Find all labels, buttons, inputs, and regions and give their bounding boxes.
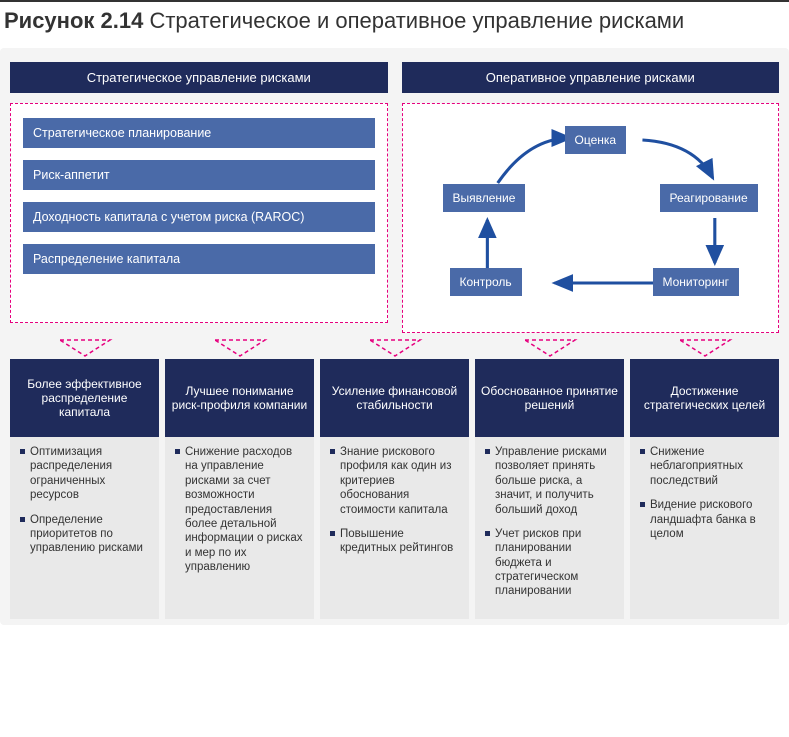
figure-number: Рисунок 2.14 <box>4 8 143 33</box>
figure-title: Рисунок 2.14 Стратегическое и оперативно… <box>0 8 789 34</box>
outcome-body: Оптимизация распределения ограниченных р… <box>10 437 159 619</box>
figure-container: Рисунок 2.14 Стратегическое и оперативно… <box>0 0 789 625</box>
outcome-body: Знание рискового профиля как один из кри… <box>320 437 469 619</box>
cycle-node-control: Контроль <box>450 268 522 296</box>
outcome-column: Достижение стратегических целей Снижение… <box>630 359 779 619</box>
outcome-bullet: Знание рискового профиля как один из кри… <box>330 445 461 517</box>
outcome-bullet: Снижение расходов на управление рисками … <box>175 445 306 574</box>
outcomes-row: Более эффективное распределение капитала… <box>10 359 779 619</box>
strategic-header: Стратегическое управление рисками <box>10 62 388 93</box>
connector-row <box>10 337 779 359</box>
outcome-body: Снижение расходов на управление рисками … <box>165 437 314 619</box>
connector-triangle <box>10 337 159 359</box>
strategic-bar: Доходность капитала с учетом риска (RARO… <box>23 202 375 232</box>
connector-triangle <box>165 337 314 359</box>
triangle-icon <box>365 337 425 359</box>
triangle-icon <box>210 337 270 359</box>
operational-header: Оперативное управление рисками <box>402 62 780 93</box>
top-row: Стратегическое управление рисками Страте… <box>10 62 779 333</box>
outcome-header: Достижение стратегических целей <box>630 359 779 437</box>
outcome-header: Более эффективное распределение капитала <box>10 359 159 437</box>
strategic-pink-box: Стратегическое планирование Риск-аппетит… <box>10 103 388 323</box>
outcome-bullet: Учет рисков при планировании бюджета и с… <box>485 527 616 599</box>
strategic-bar: Риск-аппетит <box>23 160 375 190</box>
connector-triangle <box>320 337 469 359</box>
outcome-bullet: Снижение неблагоприятных последствий <box>640 445 771 488</box>
outcome-column: Лучшее понимание риск-профиля компании С… <box>165 359 314 619</box>
operational-block: Оперативное управление рисками <box>402 62 780 333</box>
strategic-bar: Стратегическое планирование <box>23 118 375 148</box>
strategic-bar: Распределение капитала <box>23 244 375 274</box>
triangle-icon <box>675 337 735 359</box>
triangle-icon <box>55 337 115 359</box>
strategic-bars: Стратегическое планирование Риск-аппетит… <box>23 118 375 274</box>
outcome-bullet: Оптимизация распределения ограниченных р… <box>20 445 151 503</box>
outcome-column: Обоснованное принятие решений Управление… <box>475 359 624 619</box>
outcome-column: Усиление финансовой стабильности Знание … <box>320 359 469 619</box>
outcome-bullet: Определение приоритетов по управлению ри… <box>20 513 151 556</box>
figure-title-text: Стратегическое и оперативное управление … <box>149 8 684 33</box>
cycle-node-identification: Выявление <box>443 184 526 212</box>
outcome-body: Управление рисками позволяет принять бол… <box>475 437 624 619</box>
strategic-block: Стратегическое управление рисками Страте… <box>10 62 388 333</box>
outcome-bullet: Управление рисками позволяет принять бол… <box>485 445 616 517</box>
outcome-body: Снижение неблагоприятных последствий Вид… <box>630 437 779 619</box>
cycle-node-response: Реагирование <box>660 184 758 212</box>
outcome-header: Лучшее понимание риск-профиля компании <box>165 359 314 437</box>
operational-pink-box: Оценка Реагирование Мониторинг Контроль … <box>402 103 780 333</box>
connector-triangle <box>475 337 624 359</box>
outcome-column: Более эффективное распределение капитала… <box>10 359 159 619</box>
risk-cycle: Оценка Реагирование Мониторинг Контроль … <box>415 118 767 318</box>
connector-triangle <box>630 337 779 359</box>
outcome-bullet: Повышение кредитных рейтингов <box>330 527 461 556</box>
outcome-header: Усиление финансовой стабильности <box>320 359 469 437</box>
outcome-bullet: Видение рискового ландшафта банка в цело… <box>640 498 771 541</box>
outcome-header: Обоснованное принятие решений <box>475 359 624 437</box>
cycle-node-assessment: Оценка <box>565 126 627 154</box>
cycle-node-monitoring: Мониторинг <box>653 268 740 296</box>
triangle-icon <box>520 337 580 359</box>
diagram-area: Стратегическое управление рисками Страте… <box>0 48 789 625</box>
